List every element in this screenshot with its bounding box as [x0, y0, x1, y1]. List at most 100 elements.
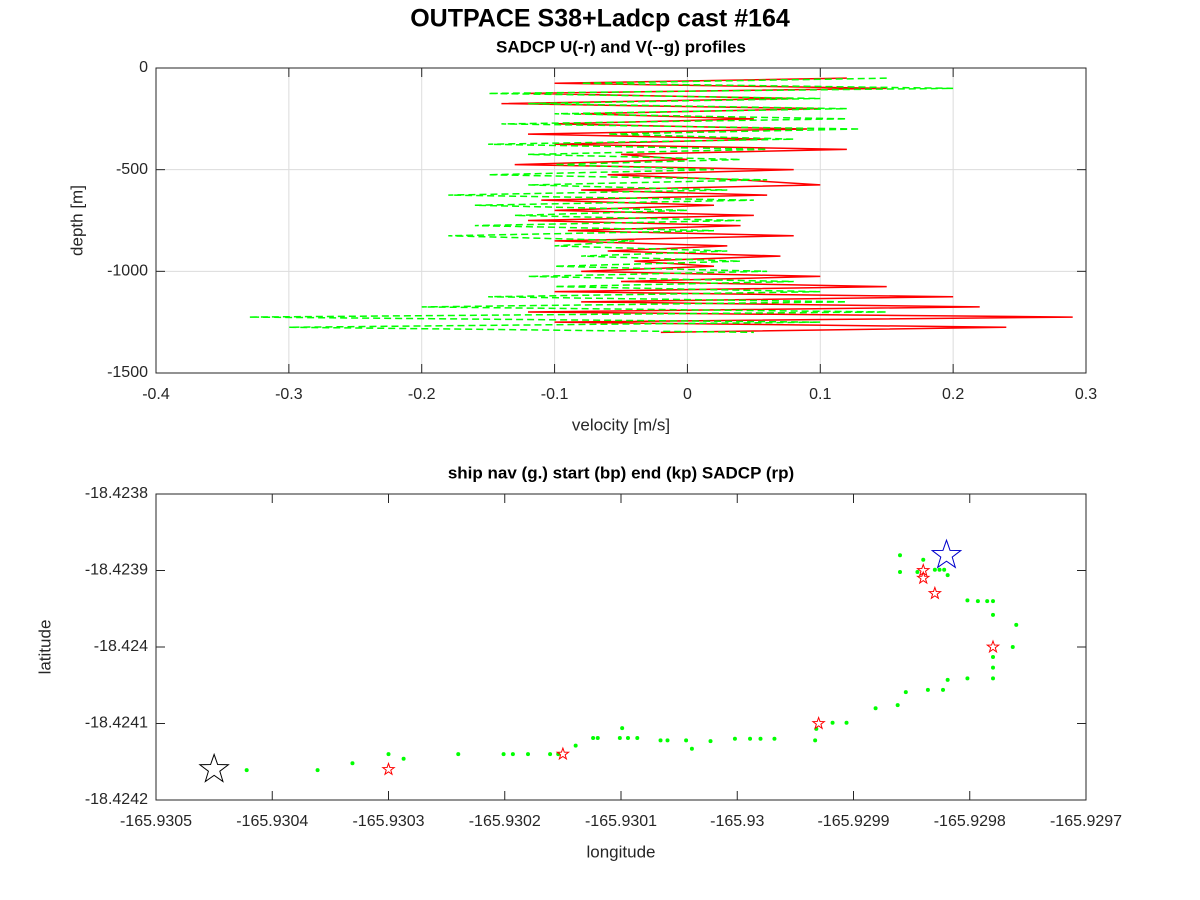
star-marker	[927, 585, 943, 600]
nav-point	[244, 768, 249, 773]
nav-point	[748, 736, 753, 741]
nav-point	[501, 752, 506, 757]
nav-point	[1014, 622, 1019, 627]
nav-point	[925, 687, 930, 692]
nav-point	[945, 573, 950, 578]
nav-point	[617, 736, 622, 741]
nav-point	[942, 567, 947, 572]
nav-point	[708, 739, 713, 744]
nav-point	[526, 752, 530, 757]
nav-point	[991, 665, 995, 670]
x-tick-label: -165.9301	[585, 813, 657, 830]
nav-point	[386, 752, 391, 757]
nav-point	[510, 752, 515, 757]
nav-point	[895, 703, 900, 708]
nav-point	[898, 553, 902, 558]
y-tick-label: -500	[116, 161, 148, 178]
nav-point	[658, 738, 663, 743]
nav-point	[898, 570, 902, 575]
x-axis-label: longitude	[586, 842, 655, 861]
nav-point	[937, 567, 942, 572]
star-marker	[555, 746, 571, 761]
y-tick-label: -1500	[107, 364, 148, 381]
x-tick-label: -165.93	[710, 813, 764, 830]
nav-point	[844, 720, 849, 725]
nav-point	[401, 756, 406, 761]
x-tick-label: -165.9305	[120, 813, 192, 830]
x-tick-label: 0.1	[809, 386, 831, 403]
nav-point	[965, 598, 970, 603]
nav-point	[625, 736, 630, 741]
nav-point	[665, 738, 670, 743]
nav-point	[684, 738, 689, 743]
nav-point	[873, 706, 878, 711]
nav-point	[985, 599, 990, 604]
axes-title: ship nav (g.) start (bp) end (kp) SADCP …	[448, 463, 794, 482]
nav-point	[350, 761, 355, 766]
y-axis-label: depth [m]	[67, 185, 86, 256]
profile-line	[248, 77, 954, 334]
x-tick-label: -165.9303	[352, 813, 424, 830]
nav-point	[991, 612, 995, 617]
axes-box	[155, 67, 1087, 374]
plot-area	[156, 494, 1086, 800]
nav-point	[991, 676, 995, 681]
nav-point	[620, 726, 625, 731]
y-tick-label: -18.424	[94, 638, 148, 655]
nav-point	[830, 720, 835, 725]
star-marker	[930, 538, 963, 569]
x-tick-label: -0.1	[541, 386, 569, 403]
x-tick-label: -165.9297	[1050, 813, 1122, 830]
figure-title: OUTPACE S38+Ladcp cast #164	[410, 5, 790, 33]
star-marker	[381, 761, 396, 776]
y-tick-label: -18.4239	[85, 562, 148, 579]
nav-point	[689, 746, 694, 751]
nav-point	[991, 599, 995, 604]
x-tick-label: 0.2	[942, 386, 964, 403]
nav-point	[915, 570, 920, 575]
x-tick-label: 0.3	[1075, 386, 1097, 403]
nav-point	[315, 768, 320, 773]
nav-point	[903, 690, 908, 695]
x-tick-label: -0.2	[408, 386, 436, 403]
star-marker	[198, 752, 230, 783]
nav-point	[556, 752, 561, 757]
axes-title: SADCP U(-r) and V(--g) profiles	[496, 37, 746, 56]
x-tick-label: -165.9304	[236, 813, 308, 830]
plot-marks	[248, 77, 1073, 334]
nav-point	[965, 676, 970, 681]
nav-point	[772, 736, 777, 741]
nav-point	[945, 677, 950, 682]
nav-point	[1010, 645, 1015, 649]
nav-point	[975, 599, 980, 604]
star-marker	[811, 715, 826, 730]
nav-point	[813, 738, 818, 743]
y-tick-label: -1000	[107, 263, 148, 280]
y-tick-label: -18.4241	[85, 715, 148, 732]
axes-box	[155, 493, 1087, 801]
nav-point	[732, 736, 737, 741]
nav-point	[941, 687, 946, 692]
star-marker	[916, 570, 931, 585]
nav-point	[573, 743, 578, 748]
x-tick-label: -165.9299	[817, 813, 889, 830]
x-tick-label: -0.4	[142, 386, 170, 403]
star-marker	[985, 639, 1001, 654]
nav-point	[921, 557, 926, 562]
x-tick-label: -165.9298	[934, 813, 1006, 830]
x-tick-label: 0	[683, 386, 692, 403]
nav-point	[456, 752, 461, 757]
x-axis-label: velocity [m/s]	[572, 415, 670, 434]
nav-point	[595, 736, 600, 741]
plot-marks	[198, 538, 1019, 783]
y-tick-label: -18.4238	[85, 485, 148, 502]
x-tick-label: -0.3	[275, 386, 303, 403]
y-tick-label: -18.4242	[85, 791, 148, 808]
x-tick-label: -165.9302	[469, 813, 541, 830]
nav-point	[548, 752, 553, 757]
nav-point	[991, 654, 995, 659]
nav-point	[758, 736, 763, 741]
y-axis-label: latitude	[35, 620, 54, 675]
nav-point	[635, 736, 640, 741]
